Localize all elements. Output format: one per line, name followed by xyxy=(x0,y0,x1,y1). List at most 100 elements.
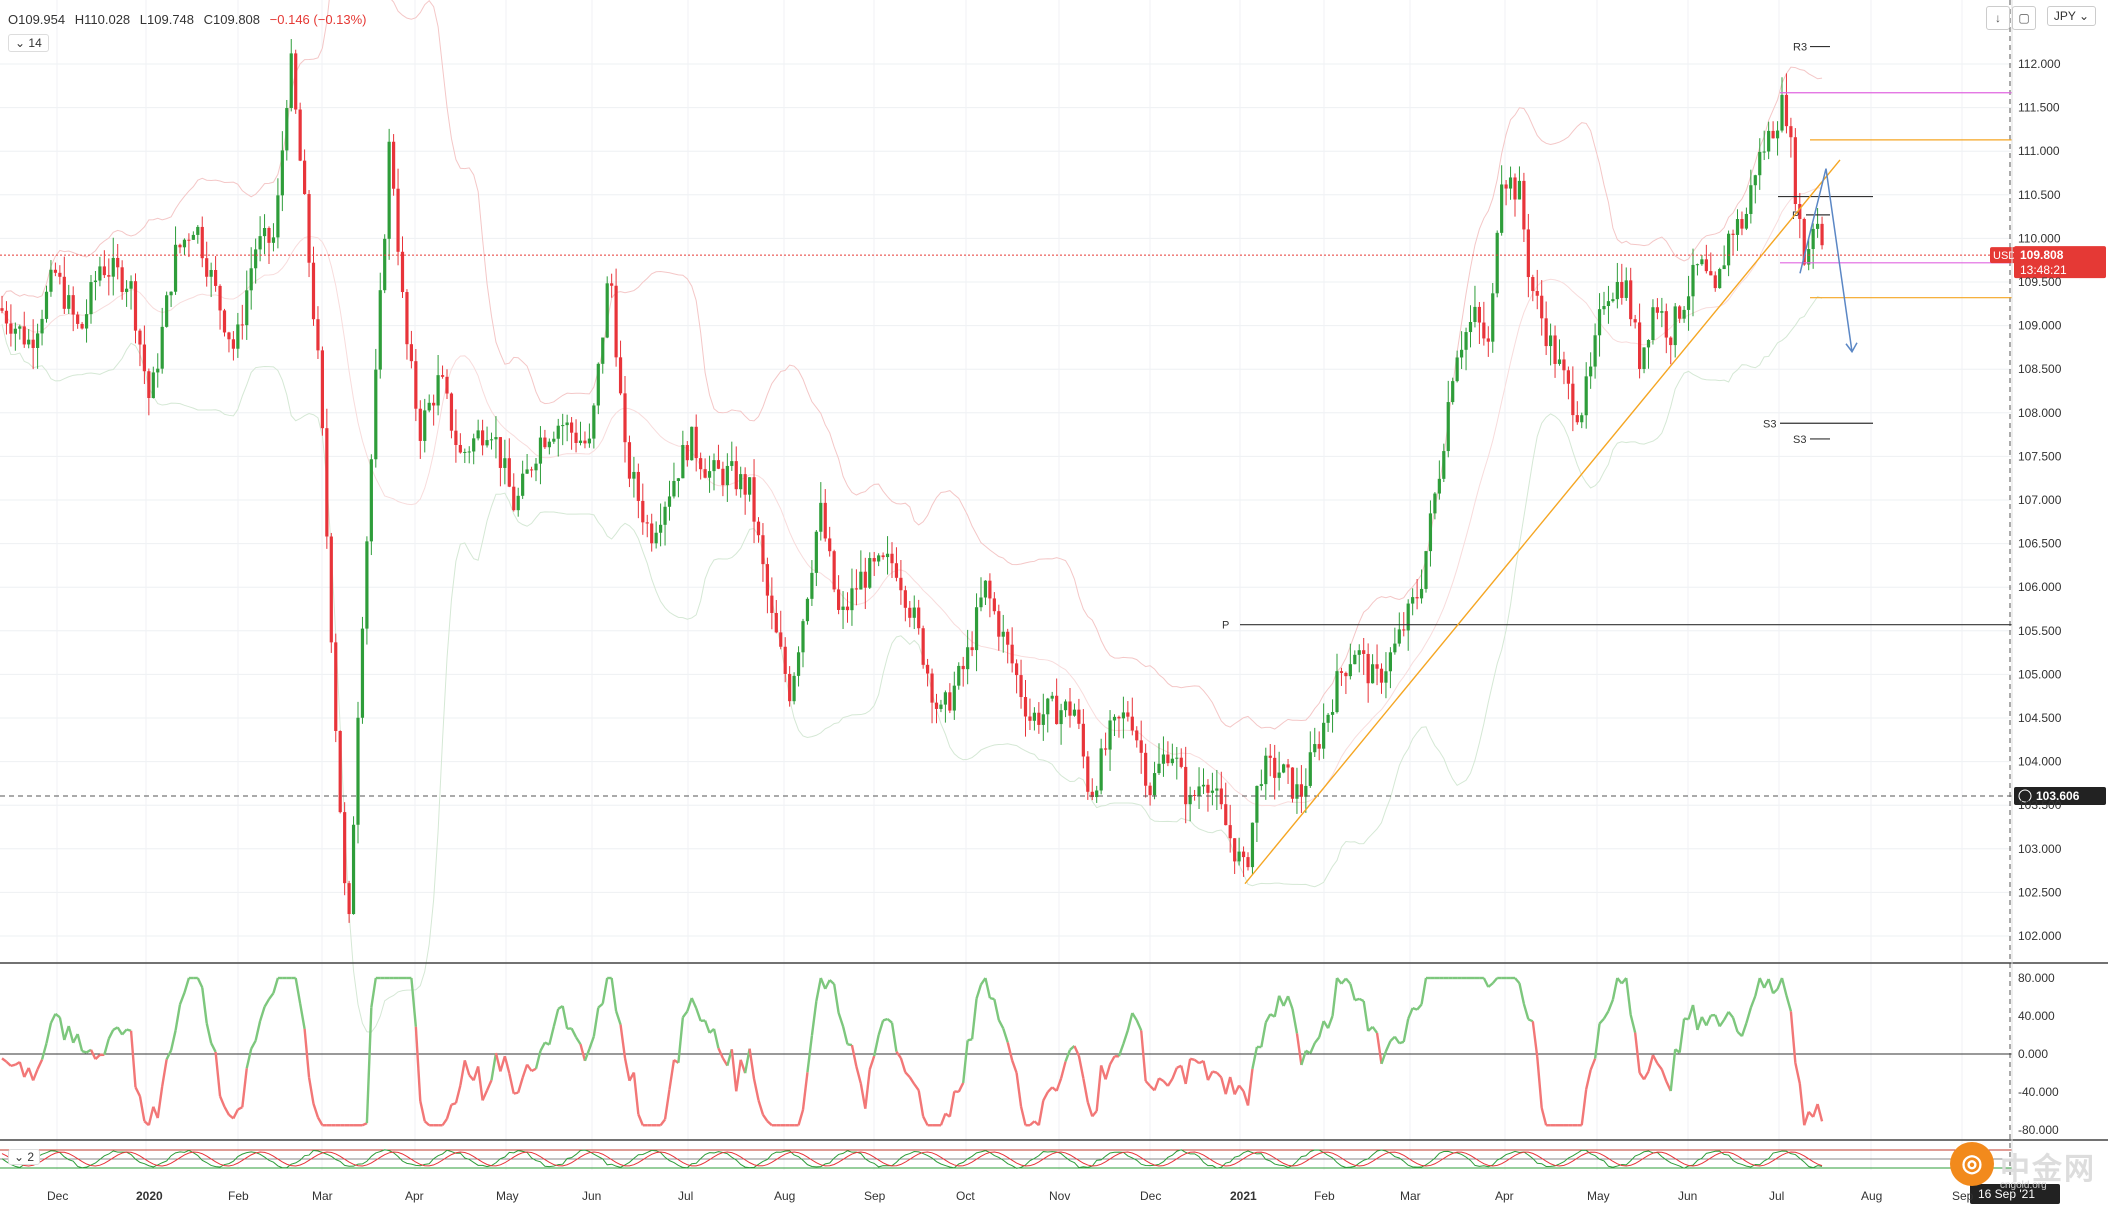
candle-body xyxy=(1415,597,1419,599)
stoch-d xyxy=(1,1151,1823,1167)
candle-body xyxy=(832,551,836,590)
candle-body xyxy=(966,647,970,670)
osc-segment xyxy=(1313,1036,1321,1044)
candle-body xyxy=(1224,804,1228,826)
candle-body xyxy=(409,344,413,362)
candle-body xyxy=(841,606,845,610)
time-tick: Mar xyxy=(312,1189,333,1203)
osc-segment xyxy=(1416,1003,1423,1011)
candle-body xyxy=(983,580,988,598)
price-tick: 102.000 xyxy=(2018,929,2062,943)
osc-segment xyxy=(815,977,822,1002)
candle-body xyxy=(894,563,899,578)
osc-segment xyxy=(730,1049,738,1092)
candle-body xyxy=(1513,177,1517,200)
osc-segment xyxy=(922,1115,929,1126)
candle-body xyxy=(62,276,66,309)
candle-body xyxy=(1188,794,1192,805)
candle-body xyxy=(423,410,427,441)
candle-body xyxy=(1584,376,1588,416)
candle-body xyxy=(142,344,146,372)
candle-body xyxy=(298,109,302,161)
candle-body xyxy=(1201,784,1206,787)
crosshair-price-text: 103.606 xyxy=(2036,789,2080,803)
candle-body xyxy=(1228,825,1232,839)
osc-segment xyxy=(841,1026,849,1045)
osc-segment xyxy=(307,1077,315,1104)
candle-body xyxy=(1646,340,1651,348)
osc-segment xyxy=(743,1048,751,1074)
osc-segment xyxy=(241,1068,248,1108)
candle-body xyxy=(49,269,53,292)
candle-body xyxy=(770,595,774,613)
candle-body xyxy=(1348,664,1352,677)
osc-segment xyxy=(49,1013,57,1024)
osc-segment xyxy=(1598,1017,1605,1025)
candle-body xyxy=(783,646,787,674)
candle-body xyxy=(289,53,293,109)
osc-segment xyxy=(761,1113,769,1122)
indicator-label[interactable]: ⌄ 14 xyxy=(8,34,49,52)
candle-body xyxy=(258,236,262,250)
indicator2-period: 2 xyxy=(27,1150,35,1164)
candle-body xyxy=(40,318,44,334)
arrow-down-icon[interactable]: ↓ xyxy=(1986,6,2010,30)
candle-body xyxy=(449,393,454,431)
osc-segment xyxy=(174,1004,182,1031)
osc-segment xyxy=(597,1002,604,1009)
candle-body xyxy=(1451,381,1455,403)
candle-body xyxy=(614,285,618,358)
candle-body xyxy=(22,326,26,345)
candle-body xyxy=(1744,213,1748,229)
candle-body xyxy=(525,469,529,474)
candle-body xyxy=(819,502,823,532)
candle-body xyxy=(267,228,271,243)
candle-body xyxy=(494,437,498,440)
fullscreen-icon[interactable]: ▢ xyxy=(2012,6,2036,30)
time-tick: May xyxy=(1587,1189,1610,1203)
candle-body xyxy=(565,422,569,426)
candle-body xyxy=(338,730,342,813)
candle-body xyxy=(84,314,89,329)
candle-body xyxy=(623,393,627,443)
candle-body xyxy=(1686,296,1691,310)
candle-body xyxy=(169,291,173,296)
ohlc-readout: O109.954 H110.028 L109.748 C109.808 −0.1… xyxy=(8,12,373,27)
candle-body xyxy=(814,531,818,573)
candle-body xyxy=(427,402,431,411)
currency-selector[interactable]: JPY ⌄ xyxy=(2046,6,2096,26)
candle-body xyxy=(1215,788,1219,791)
candle-body xyxy=(1010,644,1014,664)
osc-segment xyxy=(703,1020,711,1034)
candle-body xyxy=(418,408,422,441)
candle-body xyxy=(712,460,716,472)
candle-body xyxy=(961,665,965,670)
osc-segment xyxy=(1629,1014,1637,1033)
candle-body xyxy=(236,324,240,349)
osc-segment xyxy=(637,1113,644,1126)
osc-segment xyxy=(592,1007,600,1037)
candle-body xyxy=(939,704,943,709)
osc-segment xyxy=(886,1018,893,1024)
candle-body xyxy=(1384,671,1388,683)
candle-body xyxy=(36,333,40,348)
band-mid xyxy=(1,187,1823,807)
candle-body xyxy=(605,283,609,338)
osc-segment xyxy=(126,1028,132,1032)
indicator2-label[interactable]: ⌄ 2 xyxy=(8,1149,41,1165)
candle-body xyxy=(1330,712,1335,715)
osc-segment xyxy=(1002,1028,1009,1043)
osc-segment xyxy=(864,1069,871,1109)
oscillator-panel xyxy=(0,976,2012,1127)
candle-body xyxy=(392,141,396,189)
osc-segment xyxy=(1607,999,1615,1012)
time-tick: Feb xyxy=(228,1189,249,1203)
candle-body xyxy=(1313,744,1317,753)
candle-body xyxy=(926,664,930,674)
osc-segment xyxy=(116,1026,124,1036)
candle-body xyxy=(1531,277,1535,292)
candle-body xyxy=(1771,130,1775,139)
osc-segment xyxy=(254,1020,262,1041)
osc-segment xyxy=(1180,1065,1187,1085)
